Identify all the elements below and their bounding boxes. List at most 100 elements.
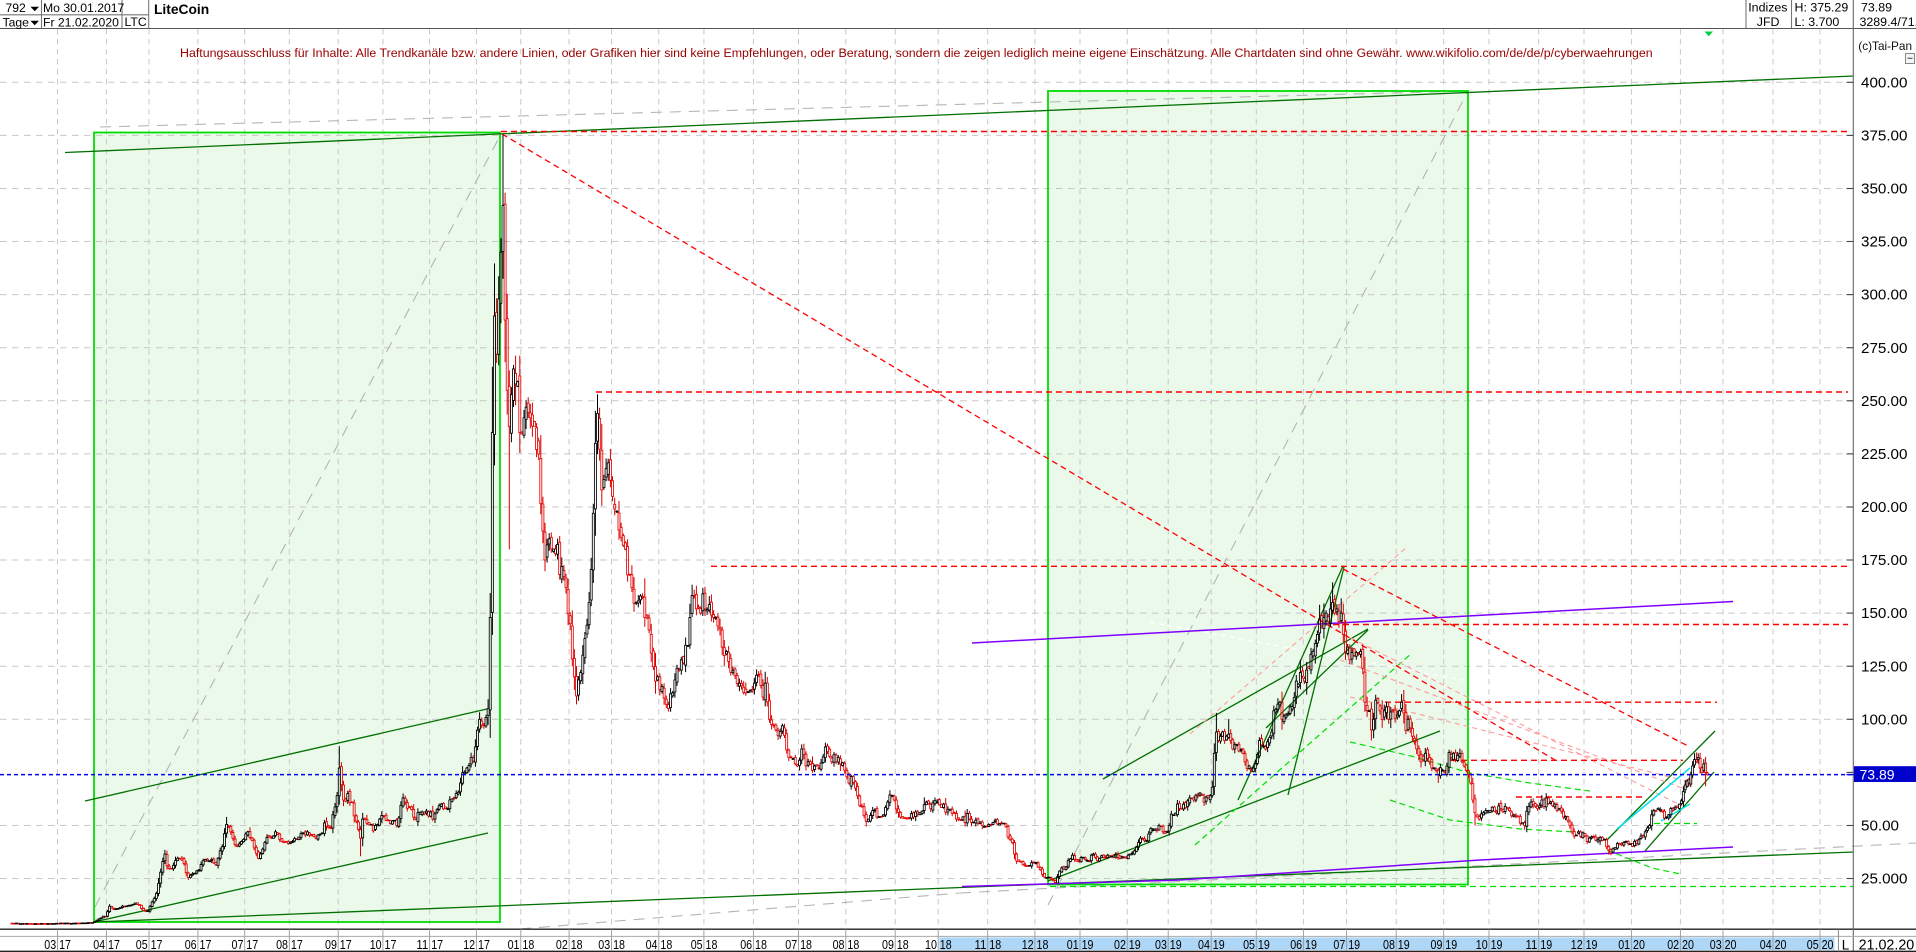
svg-text:L: L — [1842, 937, 1850, 952]
svg-text:19: 19 — [1129, 937, 1141, 952]
svg-text:225.00: 225.00 — [1861, 446, 1907, 463]
svg-text:01: 01 — [1618, 937, 1630, 952]
svg-text:18: 18 — [706, 937, 718, 952]
svg-text:17: 17 — [478, 937, 490, 952]
svg-text:19: 19 — [1305, 937, 1317, 952]
svg-text:18: 18 — [897, 937, 909, 952]
svg-text:19: 19 — [1082, 937, 1094, 952]
svg-text:25.000: 25.000 — [1861, 871, 1907, 888]
svg-text:100.00: 100.00 — [1861, 711, 1907, 728]
svg-text:18: 18 — [522, 937, 534, 952]
svg-text:17: 17 — [385, 937, 397, 952]
svg-text:17: 17 — [340, 937, 352, 952]
svg-text:20: 20 — [1633, 937, 1645, 952]
svg-text:3289.4/71.9: 3289.4/71.9 — [1860, 15, 1916, 29]
svg-text:275.00: 275.00 — [1861, 340, 1907, 357]
svg-text:17: 17 — [200, 937, 212, 952]
svg-text:50.00: 50.00 — [1861, 818, 1899, 835]
svg-text:19: 19 — [1398, 937, 1410, 952]
svg-text:19: 19 — [1170, 937, 1182, 952]
svg-text:02: 02 — [1667, 937, 1679, 952]
svg-text:10: 10 — [370, 937, 382, 952]
svg-text:175.00: 175.00 — [1861, 552, 1907, 569]
svg-text:18: 18 — [613, 937, 625, 952]
svg-text:18: 18 — [755, 937, 767, 952]
svg-text:05: 05 — [1243, 937, 1255, 952]
svg-text:08: 08 — [276, 937, 288, 952]
svg-text:(c)Tai-Pan: (c)Tai-Pan — [1858, 39, 1912, 53]
svg-text:20: 20 — [1682, 937, 1694, 952]
svg-text:21.02.20: 21.02.20 — [1859, 937, 1915, 952]
svg-text:19: 19 — [1586, 937, 1598, 952]
svg-text:Haftungsausschluss für Inhalte: Haftungsausschluss für Inhalte: Alle Tre… — [180, 46, 1653, 60]
svg-text:19: 19 — [1491, 937, 1503, 952]
svg-text:350.00: 350.00 — [1861, 181, 1907, 198]
svg-text:09: 09 — [1431, 937, 1443, 952]
svg-text:H: 375.29: H: 375.29 — [1795, 1, 1849, 15]
svg-text:07: 07 — [1333, 937, 1345, 952]
svg-text:17: 17 — [151, 937, 163, 952]
svg-text:17: 17 — [291, 937, 303, 952]
svg-text:18: 18 — [1037, 937, 1049, 952]
svg-text:05: 05 — [1807, 937, 1819, 952]
svg-text:06: 06 — [185, 937, 197, 952]
svg-text:125.00: 125.00 — [1861, 658, 1907, 675]
svg-text:11: 11 — [416, 937, 428, 952]
svg-text:19: 19 — [1445, 937, 1457, 952]
svg-text:10: 10 — [925, 937, 937, 952]
svg-text:05: 05 — [691, 937, 703, 952]
svg-text:325.00: 325.00 — [1861, 234, 1907, 251]
svg-text:73.89: 73.89 — [1861, 1, 1892, 15]
svg-text:03: 03 — [44, 937, 56, 952]
svg-text:12: 12 — [463, 937, 475, 952]
svg-text:03: 03 — [1155, 937, 1167, 952]
svg-text:73.89: 73.89 — [1860, 766, 1895, 782]
svg-text:19: 19 — [1348, 937, 1360, 952]
svg-text:19: 19 — [1213, 937, 1225, 952]
svg-text:18: 18 — [571, 937, 583, 952]
svg-text:09: 09 — [325, 937, 337, 952]
svg-text:11: 11 — [975, 937, 987, 952]
svg-text:18: 18 — [989, 937, 1001, 952]
svg-text:792: 792 — [6, 1, 27, 15]
svg-text:02: 02 — [1114, 937, 1126, 952]
svg-text:02: 02 — [556, 937, 568, 952]
svg-text:20: 20 — [1775, 937, 1787, 952]
svg-text:04: 04 — [1760, 937, 1772, 952]
svg-text:L: 3.700: L: 3.700 — [1795, 15, 1840, 29]
svg-text:12: 12 — [1571, 937, 1583, 952]
svg-text:05: 05 — [136, 937, 148, 952]
svg-text:11: 11 — [1526, 937, 1538, 952]
svg-text:Mo 30.01.2017: Mo 30.01.2017 — [43, 1, 125, 15]
svg-text:01: 01 — [508, 937, 520, 952]
svg-text:JFD: JFD — [1757, 15, 1780, 29]
svg-text:04: 04 — [1198, 937, 1210, 952]
svg-text:250.00: 250.00 — [1861, 393, 1907, 410]
svg-text:04: 04 — [93, 937, 105, 952]
svg-text:20: 20 — [1725, 937, 1737, 952]
svg-text:03: 03 — [598, 937, 610, 952]
svg-text:06: 06 — [740, 937, 752, 952]
svg-text:04: 04 — [646, 937, 658, 952]
svg-text:Fr 21.02.2020: Fr 21.02.2020 — [43, 16, 119, 30]
svg-text:20: 20 — [1822, 937, 1834, 952]
svg-text:09: 09 — [882, 937, 894, 952]
svg-text:200.00: 200.00 — [1861, 499, 1907, 516]
svg-text:07: 07 — [785, 937, 797, 952]
svg-text:LTC: LTC — [125, 15, 147, 29]
svg-text:18: 18 — [660, 937, 672, 952]
svg-text:LiteCoin: LiteCoin — [154, 2, 209, 17]
svg-text:17: 17 — [431, 937, 443, 952]
svg-text:10: 10 — [1476, 937, 1488, 952]
svg-text:400.00: 400.00 — [1861, 74, 1907, 91]
svg-text:Indizes: Indizes — [1748, 1, 1787, 15]
svg-text:17: 17 — [246, 937, 258, 952]
svg-text:03: 03 — [1710, 937, 1722, 952]
svg-text:19: 19 — [1258, 937, 1270, 952]
svg-text:Tage: Tage — [3, 16, 30, 30]
svg-text:07: 07 — [232, 937, 244, 952]
svg-text:08: 08 — [1383, 937, 1395, 952]
svg-text:18: 18 — [800, 937, 812, 952]
svg-text:17: 17 — [108, 937, 120, 952]
svg-text:150.00: 150.00 — [1861, 605, 1907, 622]
